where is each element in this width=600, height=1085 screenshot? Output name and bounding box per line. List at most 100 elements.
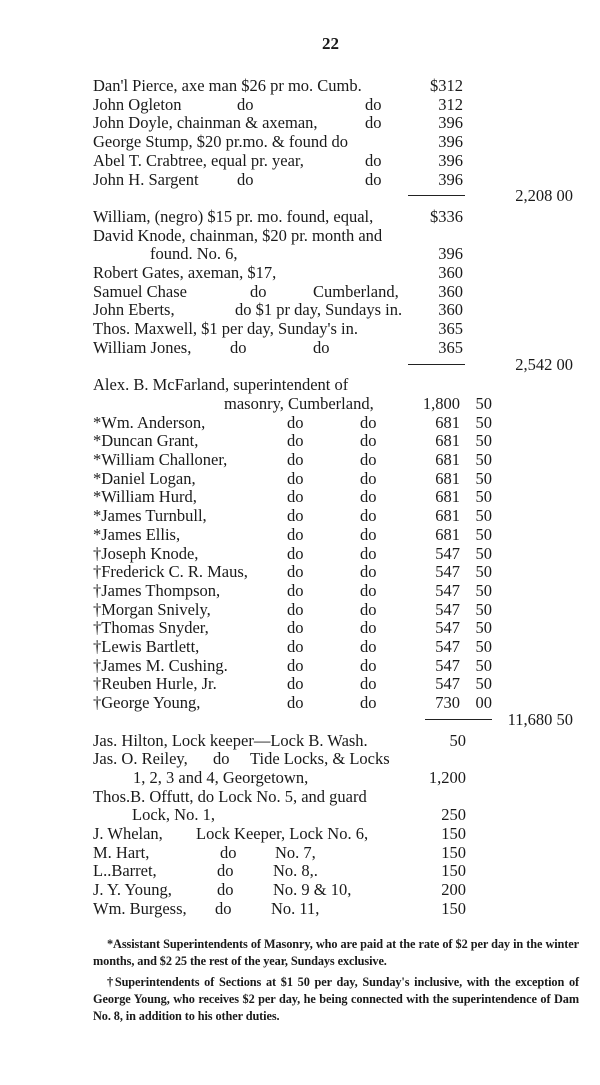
row-amount: 150 bbox=[441, 861, 466, 881]
row-cents: 50 bbox=[475, 450, 493, 469]
row-cents: 50 bbox=[475, 506, 493, 526]
section-total: 11,680 50 bbox=[507, 709, 573, 729]
ledger-row: J. Y. Young, do No. 9 & 10, 200 bbox=[0, 880, 600, 899]
row-description: Robert Gates, axeman, $17, bbox=[93, 263, 277, 282]
row-description: †James Thompson, bbox=[93, 580, 221, 600]
ledger-row: †James M. Cushing. do do 547 50 bbox=[0, 656, 600, 675]
row-column-b: do bbox=[360, 506, 377, 526]
row-column-b: do bbox=[360, 655, 377, 675]
row-cents: 50 bbox=[475, 637, 493, 656]
ledger-row: Lock, No. 1, 250 bbox=[0, 805, 600, 824]
ledger-row: John Doyle, chainman & axeman, do 396 bbox=[0, 113, 600, 132]
row-description: †Frederick C. R. Maus, bbox=[93, 562, 248, 582]
row-column-b: do bbox=[360, 412, 377, 432]
row-description: William, (negro) $15 pr. mo. found, equa… bbox=[93, 206, 374, 226]
row-amount: 547 bbox=[435, 674, 460, 694]
ledger-row: *Duncan Grant, do do 681 50 bbox=[0, 431, 600, 450]
footnote-assistant-superintendents: *Assistant Superintendents of Masonry, w… bbox=[93, 937, 579, 968]
ledger-row: Thos. Maxwell, $1 per day, Sunday's in. 3… bbox=[0, 319, 600, 338]
row-column-a: do bbox=[287, 450, 304, 469]
row-description: Wm. Burgess, bbox=[93, 898, 187, 918]
ledger-row: †George Young, do do 730 00 bbox=[0, 693, 600, 712]
row-column-a: do bbox=[287, 487, 304, 507]
row-column-a: do bbox=[287, 506, 304, 526]
row-description: Dan'l Pierce, axe man $26 pr mo. Cumb. bbox=[93, 76, 362, 95]
row-description: Jas. Hilton, Lock keeper—Lock B. Wash. bbox=[93, 730, 368, 750]
row-cents: 50 bbox=[475, 524, 493, 544]
row-description: masonry, Cumberland, bbox=[224, 393, 374, 413]
row-amount: 1,800 bbox=[422, 393, 460, 413]
row-amount: 396 bbox=[438, 150, 463, 170]
row-cents: 00 bbox=[475, 693, 493, 713]
row-amount: 1,200 bbox=[428, 767, 466, 787]
ledger-row: John H. Sargent do do 396 bbox=[0, 170, 600, 189]
row-amount: 547 bbox=[435, 637, 460, 656]
row-cents: 50 bbox=[475, 412, 493, 432]
row-column-b: do bbox=[365, 150, 382, 170]
row-column-a: do bbox=[230, 337, 247, 357]
ledger-row: L..Barret, do No. 8,. 150 bbox=[0, 861, 600, 880]
ledger-row: J. Whelan, Lock Keeper, Lock No. 6, 150 bbox=[0, 824, 600, 843]
row-column-b: Tide Locks, & Locks bbox=[250, 749, 390, 769]
ledger-row: Dan'l Pierce, axe man $26 pr mo. Cumb. $3… bbox=[0, 76, 600, 95]
ledger-row: †Frederick C. R. Maus, do do 547 50 bbox=[0, 562, 600, 581]
row-column-a: do bbox=[287, 524, 304, 544]
row-column-a: Lock Keeper, Lock No. 6, bbox=[196, 824, 369, 843]
ledger-row: masonry, Cumberland, 1,800 50 bbox=[0, 394, 600, 413]
row-cents: 50 bbox=[475, 431, 493, 451]
row-description: M. Hart, bbox=[93, 842, 150, 862]
row-description: *Daniel Logan, bbox=[93, 468, 196, 488]
subtotal-rule bbox=[408, 363, 465, 365]
row-amount: 50 bbox=[449, 730, 467, 750]
ledger-row: M. Hart, do No. 7, 150 bbox=[0, 843, 600, 862]
row-description: George Stump, $20 pr.mo. & found do bbox=[93, 132, 348, 152]
footnote-section-superintendents: †Superintendents of Sections at $1 50 pe… bbox=[93, 975, 579, 1023]
row-column-a: do bbox=[287, 618, 304, 638]
row-column-a: do bbox=[287, 674, 304, 694]
row-description: John Doyle, chainman & axeman, bbox=[93, 113, 318, 133]
row-column-a: do bbox=[287, 468, 304, 488]
row-amount: 365 bbox=[438, 337, 463, 357]
ledger-row: *James Turnbull, do do 681 50 bbox=[0, 506, 600, 525]
footnotes: *Assistant Superintendents of Masonry, w… bbox=[93, 936, 579, 1025]
row-description: Alex. B. McFarland, superintendent of bbox=[93, 375, 349, 395]
row-column-a: do bbox=[220, 842, 237, 862]
row-amount: 681 bbox=[435, 506, 460, 526]
row-column-a: do bbox=[287, 693, 304, 713]
row-column-b: do bbox=[365, 113, 382, 133]
ledger-row: †Lewis Bartlett, do do 547 50 bbox=[0, 637, 600, 656]
row-cents: 50 bbox=[475, 655, 493, 675]
ledger-row: Wm. Burgess, do No. 11, 150 bbox=[0, 899, 600, 918]
row-description: †James M. Cushing. bbox=[93, 655, 228, 675]
row-amount: 547 bbox=[435, 599, 460, 619]
row-column-b: do bbox=[360, 618, 377, 638]
row-column-a: do bbox=[250, 281, 267, 301]
row-column-a: do bbox=[237, 94, 254, 114]
row-column-b: do bbox=[360, 450, 377, 469]
row-cents: 50 bbox=[475, 618, 493, 638]
row-column-a: do bbox=[213, 749, 230, 769]
row-cents: 50 bbox=[475, 393, 493, 413]
row-amount: 360 bbox=[438, 281, 463, 301]
ledger-row: David Knode, chainman, $20 pr. month and bbox=[0, 226, 600, 245]
row-description: J. Y. Young, bbox=[93, 880, 172, 900]
row-description: †Thomas Snyder, bbox=[93, 618, 209, 638]
row-column-b: do bbox=[313, 337, 330, 357]
row-amount: 396 bbox=[438, 113, 463, 133]
row-amount: 365 bbox=[438, 319, 463, 339]
row-amount: $312 bbox=[430, 76, 463, 95]
ledger-row: Samuel Chase do Cumberland, 360 bbox=[0, 282, 600, 301]
row-description: Lock, No. 1, bbox=[132, 805, 215, 825]
row-description: Thos.B. Offutt, do Lock No. 5, and guard bbox=[93, 786, 367, 806]
ledger-row: Alex. B. McFarland, superintendent of bbox=[0, 375, 600, 394]
ledger-row: †James Thompson, do do 547 50 bbox=[0, 581, 600, 600]
ledger-row: John Eberts, do $1 pr day, Sundays in. 360 bbox=[0, 300, 600, 319]
row-column-b: do bbox=[360, 693, 377, 713]
row-amount: 681 bbox=[435, 487, 460, 507]
row-column-a: do bbox=[237, 169, 254, 189]
row-column-b: do bbox=[365, 94, 382, 114]
ledger-row: *William Challoner, do do 681 50 bbox=[0, 450, 600, 469]
row-description: L..Barret, bbox=[93, 861, 157, 881]
row-cents: 50 bbox=[475, 674, 493, 694]
row-column-b: do bbox=[360, 674, 377, 694]
